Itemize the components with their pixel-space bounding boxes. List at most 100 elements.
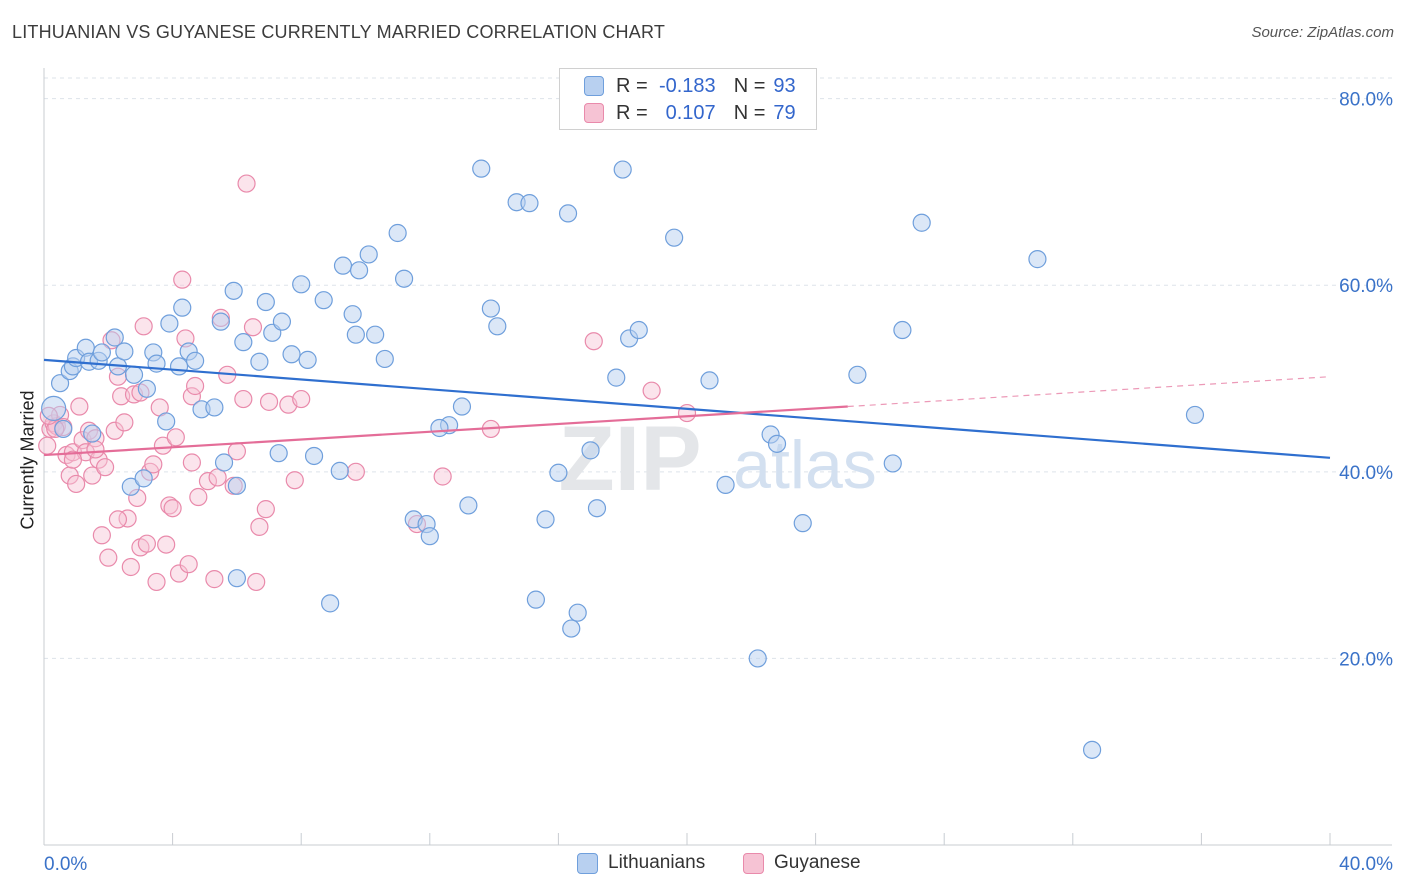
lithuanian-point xyxy=(121,477,140,496)
guyanese-point xyxy=(144,455,163,474)
guyanese-point xyxy=(584,332,603,351)
watermark: ZIP atlas xyxy=(558,408,876,510)
guyanese-point xyxy=(346,462,365,481)
guyanese-point xyxy=(243,318,263,337)
lithuanian-point xyxy=(629,320,648,340)
series-legend: Lithuanians Guyanese xyxy=(0,852,1406,876)
guyanese-point xyxy=(92,526,111,545)
guyanese-point xyxy=(677,403,697,423)
lithuanian-point xyxy=(349,261,369,280)
legend-row-guyanese: R = 0.107 N = 79 xyxy=(584,100,796,126)
lithuanian-point xyxy=(134,469,153,488)
lithuanian-point xyxy=(224,281,243,300)
lithuanian-point xyxy=(700,371,719,390)
guyanese-point xyxy=(173,270,192,289)
lithuanian-point xyxy=(50,374,70,393)
lithuanian-point xyxy=(105,328,124,347)
guyanese-point xyxy=(182,453,201,472)
guyanese-point xyxy=(95,458,115,477)
lithuanian-point xyxy=(282,345,301,364)
lithuanian-point xyxy=(54,419,73,439)
chart-title: LITHUANIAN VS GUYANESE CURRENTLY MARRIED… xyxy=(12,22,666,42)
legend-swatch-pink xyxy=(584,103,604,123)
lithuanian-point xyxy=(256,292,275,312)
correlation-legend: R = -0.183 N = 93 R = 0.107 N = 79 xyxy=(559,68,817,130)
lithuanian-point xyxy=(452,397,472,416)
lithuanian-point xyxy=(227,476,246,495)
series-legend-guyanese[interactable]: Guyanese xyxy=(743,852,861,874)
lithuanian-point xyxy=(748,649,767,668)
lithuanian-point xyxy=(472,159,491,178)
guyanese-point xyxy=(38,436,57,455)
guyanese-point xyxy=(153,436,173,455)
lithuanian-point xyxy=(883,454,902,473)
guyanese-point xyxy=(285,471,304,490)
lithuanian-point xyxy=(330,461,349,480)
lithuanian-point xyxy=(366,325,385,344)
guyanese-trend-extension xyxy=(847,376,1331,408)
guyanese-point xyxy=(99,548,118,567)
lithuanian-point xyxy=(234,333,253,352)
guyanese-point xyxy=(83,466,102,485)
lithuanian-point xyxy=(292,275,311,294)
lithuanian-point xyxy=(214,453,234,472)
lithuanian-point xyxy=(568,603,587,622)
y-axis-label: Currently Married xyxy=(17,390,38,530)
lithuanian-point xyxy=(250,352,269,371)
lithuanian-point xyxy=(587,499,607,518)
legend-r-value: -0.183 xyxy=(658,74,716,97)
lithuanian-point xyxy=(716,475,735,494)
guyanese-point xyxy=(147,572,166,592)
lithuanian-point xyxy=(269,444,288,463)
y-tick-label: 20.0% xyxy=(1339,649,1393,670)
lithuanian-point xyxy=(388,223,407,243)
guyanese-point xyxy=(160,496,179,515)
y-tick-label: 40.0% xyxy=(1339,463,1393,484)
lithuanian-point xyxy=(346,325,365,344)
guyanese-point xyxy=(189,487,208,507)
series-legend-label: Lithuanians xyxy=(608,852,706,873)
lithuanian-point xyxy=(321,594,340,613)
guyanese-point xyxy=(67,474,86,494)
guyanese-trend-line xyxy=(43,405,848,457)
lithuanian-point xyxy=(613,160,632,179)
legend-n-label: N = xyxy=(733,101,766,124)
lithuanian-point xyxy=(430,418,449,438)
lithuanian-point xyxy=(41,395,67,421)
tick-labels: 20.0% 40.0% 60.0% 80.0% 0.0% 40.0% xyxy=(44,90,1393,875)
lithuanian-point xyxy=(607,368,626,387)
lithuanian-point xyxy=(343,305,362,324)
lithuanian-point xyxy=(536,510,555,529)
grid-layer xyxy=(44,77,1392,659)
lithuanian-point xyxy=(1082,740,1102,759)
series-legend-label: Guyanese xyxy=(774,852,861,873)
legend-r-label: R = xyxy=(616,101,648,124)
legend-n-value: 79 xyxy=(773,101,796,124)
guyanese-point xyxy=(121,557,140,577)
legend-r-value: 0.107 xyxy=(665,101,716,124)
guyanese-point xyxy=(198,472,218,491)
guyanese-point xyxy=(205,570,224,589)
lithuanian-point xyxy=(137,379,156,398)
guyanese-point xyxy=(182,387,201,406)
lithuanian-point xyxy=(333,256,353,275)
lithuanian-point xyxy=(124,365,144,384)
lithuanian-point xyxy=(157,412,176,431)
guyanese-point xyxy=(166,428,185,447)
series-legend-lithuanians[interactable]: Lithuanians xyxy=(577,852,705,874)
lithuanian-point xyxy=(272,312,292,331)
legend-r-label: R = xyxy=(616,74,648,97)
lithuanian-point xyxy=(83,424,102,443)
lithuanian-point xyxy=(488,317,507,336)
lithuanian-point xyxy=(227,569,246,588)
trend-lines xyxy=(43,358,1331,459)
guyanese-point xyxy=(157,535,176,554)
lithuanian-point xyxy=(375,349,394,369)
guyanese-point xyxy=(115,413,134,432)
lithuanian-point xyxy=(160,314,179,333)
x-tick-label: 0.0% xyxy=(44,854,87,875)
guyanese-point xyxy=(108,510,128,529)
lithuanian-point xyxy=(92,343,111,362)
guyanese-point xyxy=(247,572,266,592)
